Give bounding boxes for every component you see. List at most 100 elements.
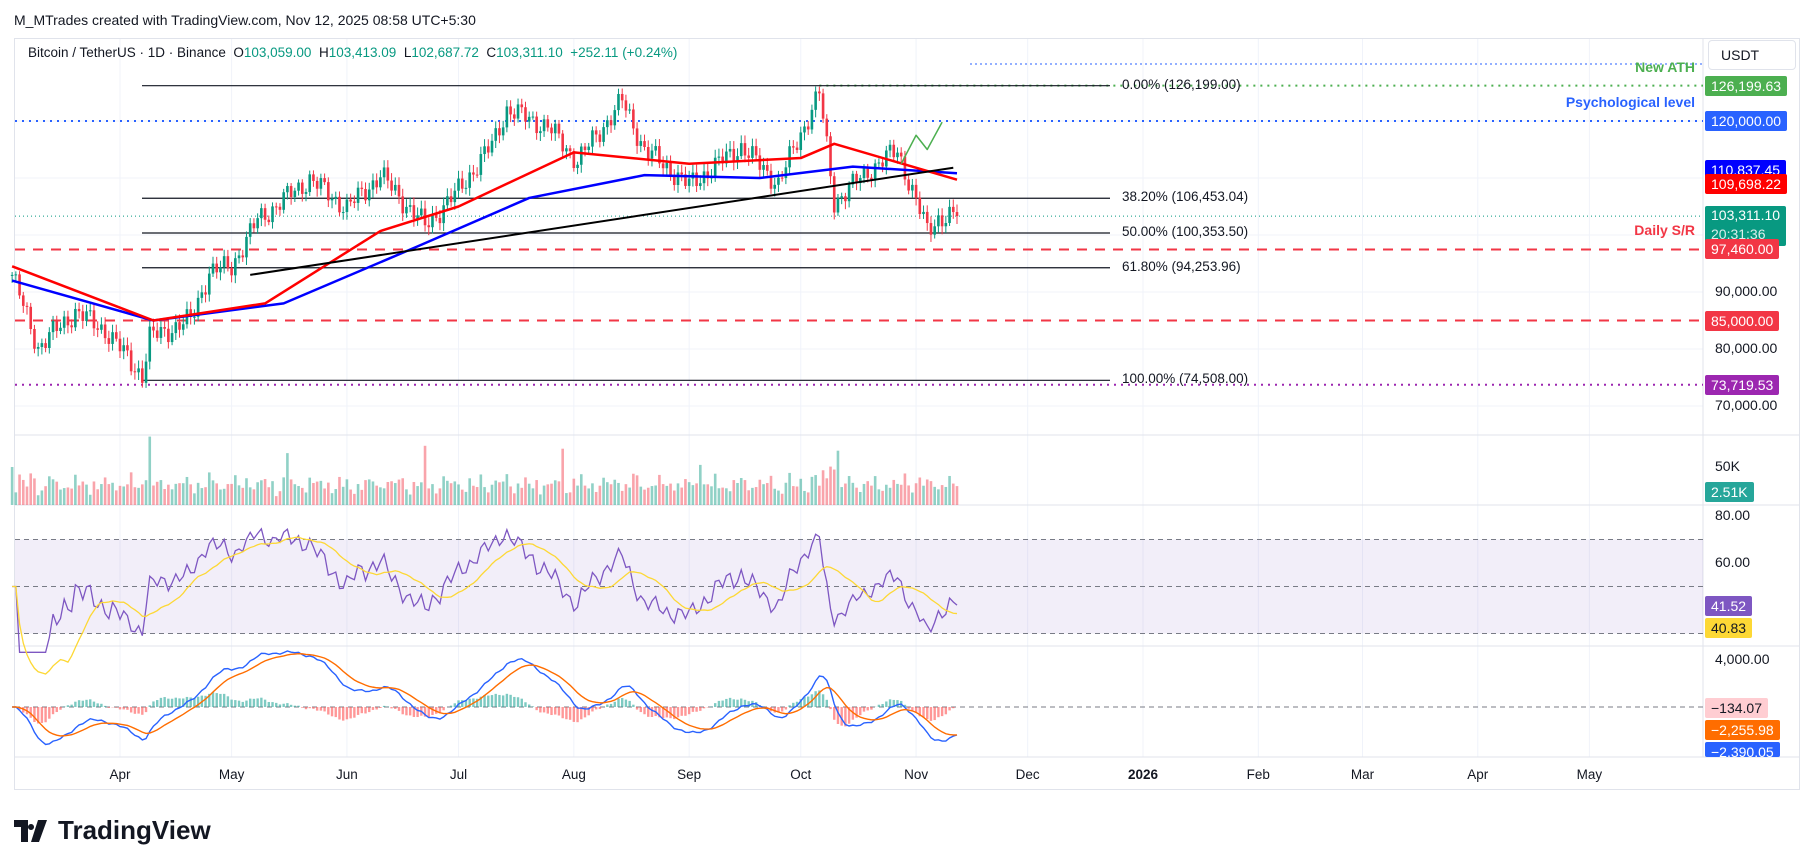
volume-bar (665, 485, 669, 505)
volume-bar (747, 490, 750, 505)
volume-bar (617, 482, 620, 505)
candle-body (576, 164, 579, 169)
macd-histogram-bar (583, 707, 587, 718)
macd-histogram-bar (836, 707, 840, 724)
macd-histogram-bar (338, 707, 341, 720)
candle-body (215, 263, 219, 273)
candle-body (881, 162, 884, 167)
volume-bar (241, 487, 245, 505)
volume-bar (933, 486, 936, 505)
volume-bar (899, 484, 903, 505)
macd-histogram-bar (829, 707, 832, 710)
volume-bar (914, 483, 918, 505)
candle-body (107, 338, 111, 344)
candle-body (862, 167, 866, 179)
volume-bar (88, 494, 92, 505)
macd-histogram-bar (468, 698, 471, 707)
volume-bar (646, 487, 650, 505)
volume-bar (293, 484, 297, 505)
candle-body (40, 343, 44, 347)
candle-body (892, 144, 896, 158)
candle-body (669, 162, 672, 177)
volume-bar (732, 480, 736, 505)
candle-body (501, 127, 505, 136)
volume-bar (650, 486, 654, 505)
macd-histogram-bar (55, 707, 58, 713)
candle-body (602, 127, 605, 142)
macd-histogram-bar (888, 699, 892, 707)
symbol-title[interactable]: Bitcoin / TetherUS · 1D · Binance (28, 45, 226, 60)
candle-body (531, 116, 535, 118)
candle-body (840, 196, 843, 198)
macd-histogram-bar (100, 703, 103, 707)
candle-body (606, 120, 609, 128)
volume-bar (219, 489, 222, 505)
macd-histogram-bar (323, 707, 326, 712)
volume-bar (840, 487, 843, 505)
macd-histogram-bar (319, 707, 323, 711)
macd-histogram-bar (665, 707, 669, 718)
candle-body (427, 225, 431, 228)
volume-bar (691, 485, 695, 505)
volume-bar (706, 484, 710, 505)
rsi-ma-tag: 40.83 (1705, 618, 1753, 638)
volume-bar (918, 477, 922, 505)
candle-body (873, 163, 877, 180)
macd-histogram-bar (725, 698, 728, 707)
volume-bar (196, 482, 200, 505)
trendline (250, 166, 954, 276)
fib-label: 61.80% (94,253.96) (1122, 258, 1241, 274)
candle-body (632, 109, 635, 129)
candle-body (189, 309, 192, 318)
candle-body (163, 327, 166, 329)
candle-body (780, 177, 784, 179)
volume-bar (777, 490, 780, 505)
volume-bar (922, 485, 925, 505)
macd-histogram-bar (799, 699, 802, 707)
volume-bar (144, 480, 148, 505)
rsi-axis-label: 80.00 (1715, 507, 1751, 523)
macd-histogram-bar (77, 700, 81, 707)
macd-histogram-bar (948, 707, 951, 711)
time-axis-label: May (218, 767, 245, 782)
macd-signal-line (12, 652, 958, 737)
candle-body (204, 292, 207, 295)
macd-histogram-bar (777, 707, 780, 713)
candle-body (397, 184, 401, 197)
volume-bar (118, 485, 122, 505)
price-tag-value: 109,698.22 (1711, 175, 1782, 192)
macd-histogram-bar (315, 707, 319, 711)
volume-bar (260, 480, 263, 505)
macd-signal-tag: −2,255.98 (1705, 720, 1780, 740)
macd-histogram-bar (182, 698, 185, 707)
macd-histogram-bar (159, 697, 163, 707)
macd-axis-label: 4,000.00 (1715, 651, 1770, 667)
macd-histogram-bar (234, 700, 237, 707)
candle-body (751, 146, 754, 158)
volume-bar (434, 493, 438, 505)
macd-histogram-bar (260, 697, 263, 707)
volume-bar (170, 489, 174, 505)
volume-bar (736, 483, 739, 505)
volume-bar (393, 483, 397, 505)
macd-histogram-bar (520, 698, 523, 707)
candle-body (178, 322, 181, 330)
volume-bar (353, 493, 356, 505)
price-tag-value: 126,199.63 (1711, 77, 1782, 94)
candle-body (111, 332, 114, 344)
macd-histogram-bar (594, 707, 598, 710)
macd-histogram-bar (148, 705, 151, 707)
macd-histogram-bar (624, 699, 628, 707)
macd-histogram-bar (918, 707, 921, 717)
volume-bar (211, 480, 215, 505)
volume-bar (390, 481, 393, 505)
price-tag: 97,460.00 (1705, 239, 1780, 260)
currency-unit-button[interactable]: USDT (1708, 40, 1796, 70)
volume-bar (442, 476, 445, 505)
candle-body (148, 326, 152, 362)
rsi-ma-line (12, 536, 958, 675)
candle-body (141, 368, 144, 383)
candle-body (844, 196, 847, 202)
candle-body (572, 151, 576, 169)
